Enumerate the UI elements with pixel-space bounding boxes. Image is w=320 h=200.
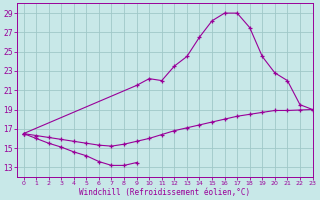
X-axis label: Windchill (Refroidissement éolien,°C): Windchill (Refroidissement éolien,°C)	[79, 188, 251, 197]
